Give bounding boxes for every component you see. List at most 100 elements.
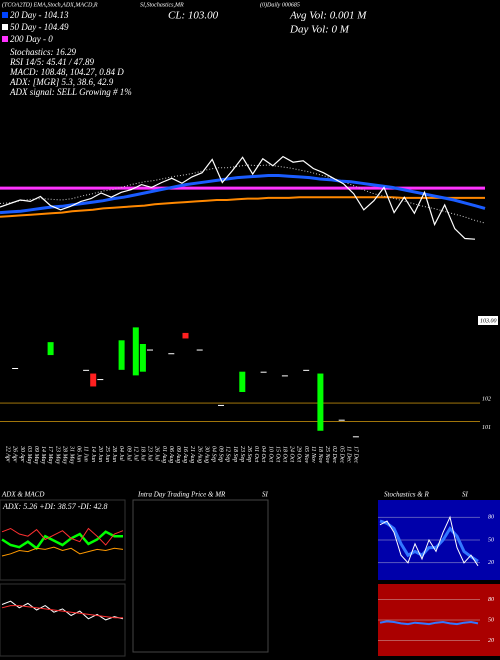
candle <box>218 404 224 406</box>
x-tick-label: 17 May <box>47 446 53 464</box>
stat: ADX: [MGR] 5.3, 38.6, 42.9 <box>9 77 114 87</box>
candle <box>260 371 267 373</box>
candle <box>352 436 359 438</box>
x-tick-label: 31 May <box>69 445 75 464</box>
x-tick-label: 24 Oct <box>289 446 296 462</box>
candle <box>83 369 90 371</box>
x-tick-label: 14 Jun <box>90 446 97 462</box>
x-tick-label: 22 Apr <box>5 446 11 463</box>
x-tick-label: 04 Oct <box>260 446 267 462</box>
candle <box>182 332 189 339</box>
stat: Avg Vol: 0.001 M <box>289 10 367 22</box>
candle <box>168 353 175 355</box>
dotted-line <box>0 164 486 224</box>
panel-frame <box>0 499 126 581</box>
price-label-box <box>478 316 498 325</box>
x-tick-label: 11 Nov <box>310 446 316 463</box>
y-tick-label: 20 <box>488 560 494 566</box>
y-tick-label: 20 <box>488 638 494 644</box>
legend-swatch <box>2 12 8 18</box>
panel-frame <box>132 499 269 653</box>
x-tick-label: 16 Aug <box>182 446 188 463</box>
candle <box>303 369 310 371</box>
candle <box>139 344 146 372</box>
level-label: 102 <box>482 396 491 402</box>
y-tick-label: 50 <box>488 617 494 623</box>
plus-di-line <box>1 530 123 551</box>
candle <box>281 375 288 377</box>
stat: 200 Day - 0 <box>10 34 53 44</box>
x-tick-label: 26 Apr <box>12 446 18 463</box>
ma-fast-line <box>0 174 486 215</box>
level-label: 101 <box>482 425 491 431</box>
x-tick-label: 18 Oct <box>282 446 288 462</box>
candle <box>97 379 104 381</box>
panel-title: ADX & MACD <box>1 491 44 499</box>
x-tick-label: 30 Apr <box>19 445 25 463</box>
stoch-k-line <box>379 515 479 567</box>
price-label: 103.00 <box>480 318 497 324</box>
rsi-line <box>379 620 479 626</box>
x-tick-label: 10 Oct <box>267 446 273 462</box>
x-tick-label: 15 Oct <box>274 446 280 462</box>
x-tick-label: 20 Jun <box>97 446 103 462</box>
panel-title: SI <box>462 491 469 499</box>
y-tick-label: 80 <box>488 515 494 521</box>
x-tick-label: 02 Dec <box>331 446 337 463</box>
candle <box>12 368 19 369</box>
stoch-d-line <box>379 519 479 563</box>
stat: MACD: 108.48, 104.27, 0.84 D <box>9 67 124 77</box>
panel-title: SI <box>262 491 269 499</box>
x-tick-label: 06 Aug <box>168 446 174 463</box>
x-tick-label: 18 Nov <box>317 446 323 464</box>
x-tick-label: 03 May <box>26 446 32 464</box>
adx-text: ADX: 5.26 +DI: 38.57 -DI: 42.8 <box>2 502 108 511</box>
x-tick-label: 25 Jun <box>104 446 110 462</box>
x-tick-label: 23 Sep <box>239 446 245 462</box>
x-tick-label: 14 May <box>40 446 47 464</box>
x-tick-label: 12 Sep <box>225 446 231 462</box>
x-tick-label: 30 Aug <box>203 445 209 463</box>
x-tick-label: 11 Dec <box>345 446 351 463</box>
x-tick-label: 29 Oct <box>296 446 302 462</box>
panel-title: Intra Day Trading Price & MR <box>137 491 226 499</box>
panel-title: Stochastics & R <box>384 491 429 499</box>
minus-di-line <box>1 527 124 546</box>
stat: Day Vol: 0 M <box>289 24 350 36</box>
x-tick-label: 26 Aug <box>196 446 202 463</box>
candle <box>239 371 246 392</box>
x-tick-label: 26 Jul <box>154 446 160 461</box>
candle <box>147 349 153 351</box>
x-tick-label: 01 Aug <box>161 446 167 463</box>
candle <box>47 342 54 356</box>
x-tick-label: 09 Aug <box>175 446 181 463</box>
x-tick-label: 28 May <box>61 446 67 464</box>
x-tick-label: 06 Jun <box>76 446 82 462</box>
legend-swatch <box>2 36 8 42</box>
x-tick-label: 28 Jun <box>111 446 117 462</box>
stat: RSI 14/5: 45.41 / 47.89 <box>9 57 94 67</box>
x-tick-label: 04 Jul <box>118 446 125 461</box>
candle <box>338 419 345 421</box>
y-tick-label: 80 <box>488 597 494 603</box>
x-tick-label: 12 Jul <box>132 446 138 461</box>
panel-frame <box>0 583 126 657</box>
signal-line <box>1 605 123 619</box>
y-tick-label: 50 <box>488 537 494 543</box>
x-tick-label: 18 Sep <box>232 446 238 462</box>
price-line <box>0 155 476 240</box>
legend-swatch <box>2 24 8 30</box>
x-tick-label: 09 Jul <box>125 446 131 461</box>
header-text: (0)Daily 000685 <box>260 1 300 8</box>
x-tick-label: 17 Dec <box>353 446 359 463</box>
candle <box>118 340 125 370</box>
x-tick-label: 05 Dec <box>338 446 344 463</box>
x-tick-label: 09 May <box>33 446 39 464</box>
x-tick-label: 05 Nov <box>303 446 309 464</box>
x-tick-label: 11 Jun <box>83 446 89 462</box>
adx-line <box>1 546 124 557</box>
candle <box>196 349 203 351</box>
stat: Stochastics: 16.29 <box>10 47 76 57</box>
